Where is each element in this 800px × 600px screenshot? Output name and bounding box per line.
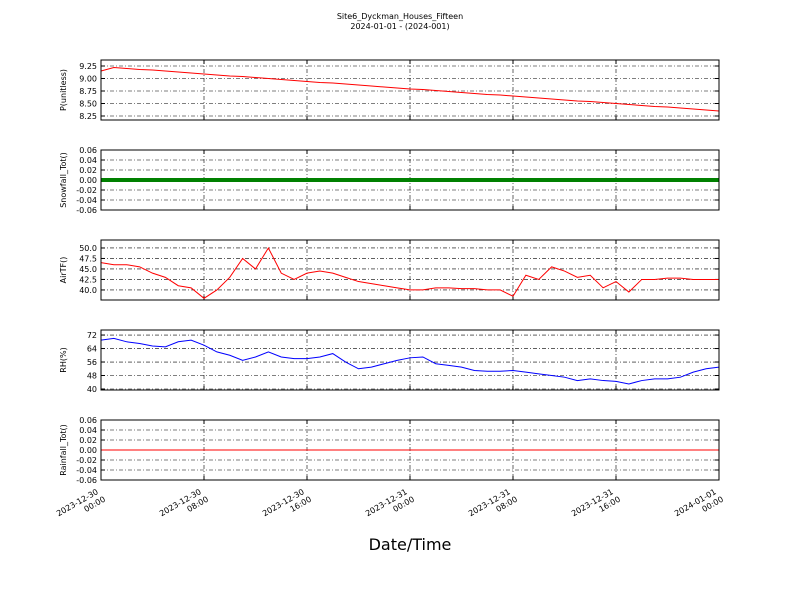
y-tick-label: 47.5: [79, 254, 97, 263]
y-tick-label: -0.02: [76, 186, 97, 195]
plot-frame: [100, 329, 720, 391]
y-tick-label: 0.04: [79, 156, 97, 165]
y-axis-label: AirTF(): [59, 257, 68, 284]
y-tick-label: 9.25: [79, 62, 97, 71]
plot-frame: [100, 59, 720, 121]
y-tick-label: 50.0: [79, 244, 97, 253]
plot-frame: [100, 419, 720, 481]
chart-subtitle: 2024-01-01 - (2024-001): [350, 22, 449, 31]
y-tick-label: 42.5: [79, 275, 97, 284]
y-tick-label: 0.00: [79, 176, 97, 185]
y-tick-label: 40.0: [79, 286, 97, 295]
y-tick-label: -0.06: [76, 476, 97, 485]
y-tick-label: 48: [87, 372, 97, 381]
data-line: [100, 246, 719, 299]
y-tick-label: 45.0: [79, 265, 97, 274]
y-tick-label: -0.02: [76, 456, 97, 465]
y-tick-label: -0.06: [76, 206, 97, 215]
y-axis-label: RH(%): [59, 347, 68, 372]
y-tick-label: 0.06: [79, 416, 97, 425]
y-tick-label: 0.06: [79, 146, 97, 155]
y-tick-label: 9.00: [79, 75, 97, 84]
plot-frame: [100, 239, 720, 301]
y-tick-label: 8.25: [79, 112, 97, 121]
y-axis-label: Snowfall_Tot(): [59, 152, 68, 208]
y-tick-label: 0.00: [79, 446, 97, 455]
y-tick-label: 72: [87, 331, 97, 340]
y-tick-label: -0.04: [76, 466, 97, 475]
y-tick-label: -0.04: [76, 196, 97, 205]
data-line: [100, 337, 720, 385]
plot-frame: [100, 149, 720, 211]
y-tick-label: 8.75: [79, 87, 97, 96]
data-line: [100, 66, 720, 112]
y-tick-label: 56: [87, 358, 97, 367]
y-tick-label: 64: [87, 345, 97, 354]
chart-title: Site6_Dyckman_Houses_Fifteen: [337, 12, 463, 21]
y-tick-label: 40: [87, 385, 97, 394]
y-tick-label: 0.02: [79, 436, 97, 445]
x-axis-label: Date/Time: [369, 535, 452, 554]
y-tick-label: 0.02: [79, 166, 97, 175]
y-tick-label: 8.50: [79, 100, 97, 109]
y-tick-label: 0.04: [79, 426, 97, 435]
y-axis-label: Rainfall_Tot(): [59, 424, 68, 476]
y-axis-label: P(unitless): [59, 69, 68, 111]
